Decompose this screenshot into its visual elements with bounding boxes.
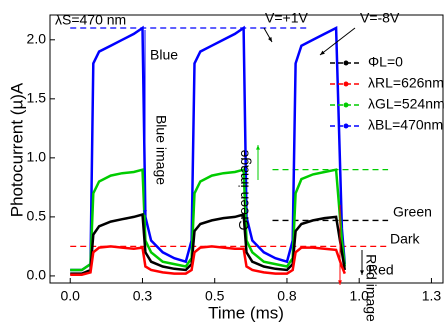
annotation: Green	[393, 204, 432, 220]
arrow-head	[143, 210, 147, 215]
legend-marker	[343, 123, 349, 129]
annotation: Red	[368, 262, 394, 278]
annotation: Green image	[236, 149, 252, 230]
legend-label: λRL=626nm	[368, 75, 444, 91]
x-tick-label: 1.0	[349, 288, 369, 304]
x-tick-label: 0.3	[133, 288, 153, 304]
legend-label: ΦL=0	[368, 54, 403, 70]
annotation: Blue image	[153, 115, 169, 185]
annotation: V=+1V	[265, 10, 308, 26]
legend-marker	[343, 102, 349, 108]
x-axis-label: Time (ms)	[208, 303, 284, 322]
y-tick-label: 1.5	[27, 90, 47, 106]
y-tick-label: 2.0	[27, 30, 47, 46]
plot-frame	[49, 14, 444, 284]
x-tick-label: 0.8	[277, 288, 297, 304]
arrow-head	[338, 280, 342, 285]
series-line	[70, 25, 347, 272]
x-tick-label: 1.3	[422, 288, 442, 304]
x-tick-label: 0.5	[205, 288, 225, 304]
arrow-head	[320, 50, 325, 55]
legend-marker	[343, 81, 349, 87]
annotation: Red image	[363, 254, 379, 322]
series-line	[70, 245, 346, 276]
annotation: λS=470 nm	[55, 12, 126, 28]
x-tick-label: 0.0	[60, 288, 80, 304]
arrow-head	[268, 37, 272, 42]
annotation: Dark	[390, 231, 421, 247]
annotation: V=-8V	[360, 10, 400, 26]
arrow-head	[256, 145, 260, 150]
series-line	[70, 212, 347, 275]
y-tick-label: 0.0	[27, 267, 47, 283]
annotation-arrow	[319, 27, 356, 56]
legend-label: λGL=524nm	[368, 96, 445, 112]
y-tick-label: 1.0	[27, 149, 47, 165]
y-tick-label: 0.5	[27, 208, 47, 224]
series-line	[70, 168, 347, 272]
y-axis-label: Photocurrent (µ)A	[7, 82, 26, 217]
legend-marker	[343, 60, 349, 66]
arrow-head	[360, 270, 364, 275]
annotation: Blue	[150, 47, 178, 63]
legend-label: λBL=470nm	[368, 117, 443, 133]
